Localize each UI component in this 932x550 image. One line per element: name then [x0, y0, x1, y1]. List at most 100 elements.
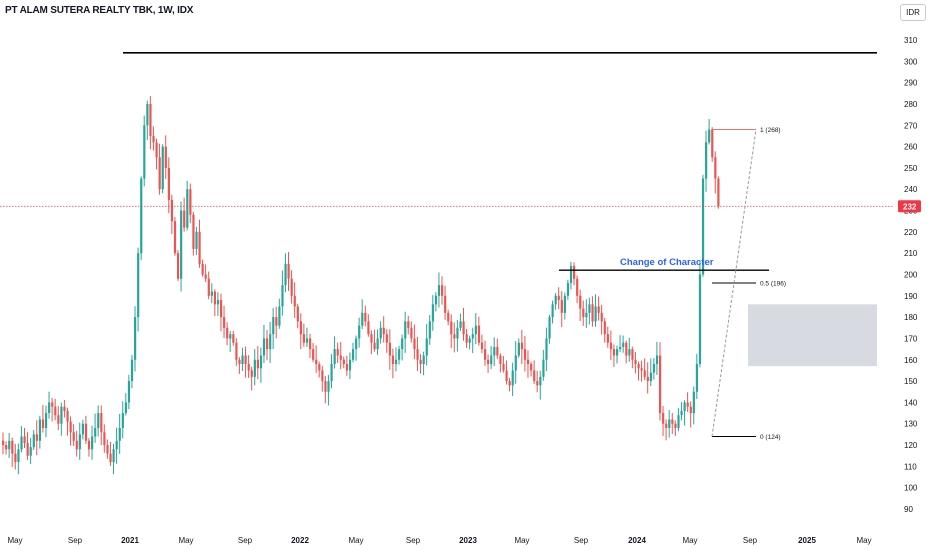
candle	[189, 183, 192, 224]
currency-button[interactable]: IDR	[900, 4, 926, 21]
candle	[284, 253, 287, 293]
candle	[634, 351, 637, 374]
candle	[198, 219, 201, 268]
candle	[499, 353, 502, 373]
candle	[186, 180, 189, 231]
candle	[348, 352, 352, 380]
fib-level-label: 0 (124)	[760, 434, 781, 441]
y-tick-label: 260	[904, 143, 918, 152]
candle	[351, 342, 355, 363]
candle	[103, 424, 106, 453]
candle	[69, 416, 72, 446]
candle	[63, 400, 66, 418]
candle	[124, 393, 127, 416]
candle	[447, 309, 450, 326]
candle	[692, 386, 695, 425]
candle	[502, 356, 505, 373]
candle	[701, 174, 705, 277]
x-tick-label: Sep	[743, 536, 758, 545]
candle	[84, 415, 88, 445]
candle	[569, 261, 573, 290]
candle	[517, 338, 520, 358]
candle	[677, 408, 680, 432]
candle	[78, 422, 81, 460]
candle	[459, 313, 462, 332]
candle	[462, 307, 465, 341]
candle	[434, 292, 438, 312]
y-tick-label: 160	[904, 356, 918, 365]
y-tick-label: 290	[904, 79, 918, 88]
candle	[54, 398, 57, 421]
candle	[287, 252, 290, 291]
candle	[698, 261, 702, 368]
candle	[631, 346, 634, 369]
candle	[711, 127, 714, 162]
candle	[229, 331, 232, 352]
candle	[72, 424, 75, 446]
candle	[680, 402, 683, 421]
candle	[130, 354, 134, 389]
candle	[441, 276, 444, 305]
candle	[646, 362, 649, 394]
candle	[576, 275, 579, 304]
candle	[20, 425, 23, 453]
candle	[487, 354, 490, 373]
candle	[376, 329, 379, 355]
candle	[428, 315, 431, 345]
candle	[241, 347, 244, 371]
candle	[542, 350, 545, 381]
candle	[717, 176, 720, 209]
candle	[404, 311, 407, 353]
fib-trend-line[interactable]	[711, 129, 757, 437]
candle	[511, 362, 514, 397]
x-tick-label: May	[7, 536, 22, 545]
candle	[143, 115, 146, 187]
candle	[94, 413, 97, 443]
candle	[606, 326, 609, 348]
candle	[471, 327, 474, 354]
choch-label: Change of Character	[620, 257, 714, 268]
y-tick-label: 220	[904, 228, 918, 237]
candle	[493, 337, 496, 367]
candle	[38, 415, 42, 449]
candle	[256, 346, 260, 380]
candle	[520, 329, 524, 364]
candle	[594, 294, 597, 327]
last-price-badge: 232	[898, 200, 921, 213]
candle	[628, 337, 631, 362]
candle	[425, 324, 428, 366]
candle	[655, 341, 659, 376]
candle	[278, 298, 281, 329]
candle	[134, 306, 137, 372]
candle	[35, 420, 38, 456]
candle	[523, 336, 527, 372]
candle	[474, 313, 477, 345]
candle	[649, 358, 652, 387]
candle	[170, 194, 174, 234]
x-tick-label: 2023	[459, 536, 477, 545]
candle	[689, 401, 692, 428]
y-tick-label: 90	[904, 505, 913, 514]
candle	[299, 313, 302, 349]
candle	[41, 405, 45, 433]
candle	[51, 398, 54, 422]
x-tick-label: 2022	[291, 536, 309, 545]
candle	[394, 347, 398, 372]
demand-zone[interactable]	[748, 304, 877, 367]
candle	[619, 335, 622, 353]
candle	[155, 138, 158, 170]
candle	[548, 314, 551, 344]
y-tick-label: 120	[904, 441, 918, 450]
candle	[422, 351, 425, 376]
candle	[219, 293, 223, 332]
candle	[226, 322, 229, 346]
candle	[431, 295, 434, 331]
candle	[244, 346, 247, 378]
candle	[115, 427, 118, 464]
candle	[401, 334, 404, 361]
x-tick-label: 2024	[628, 536, 646, 545]
candle	[57, 406, 60, 431]
candle	[296, 303, 299, 329]
candle	[585, 299, 588, 328]
